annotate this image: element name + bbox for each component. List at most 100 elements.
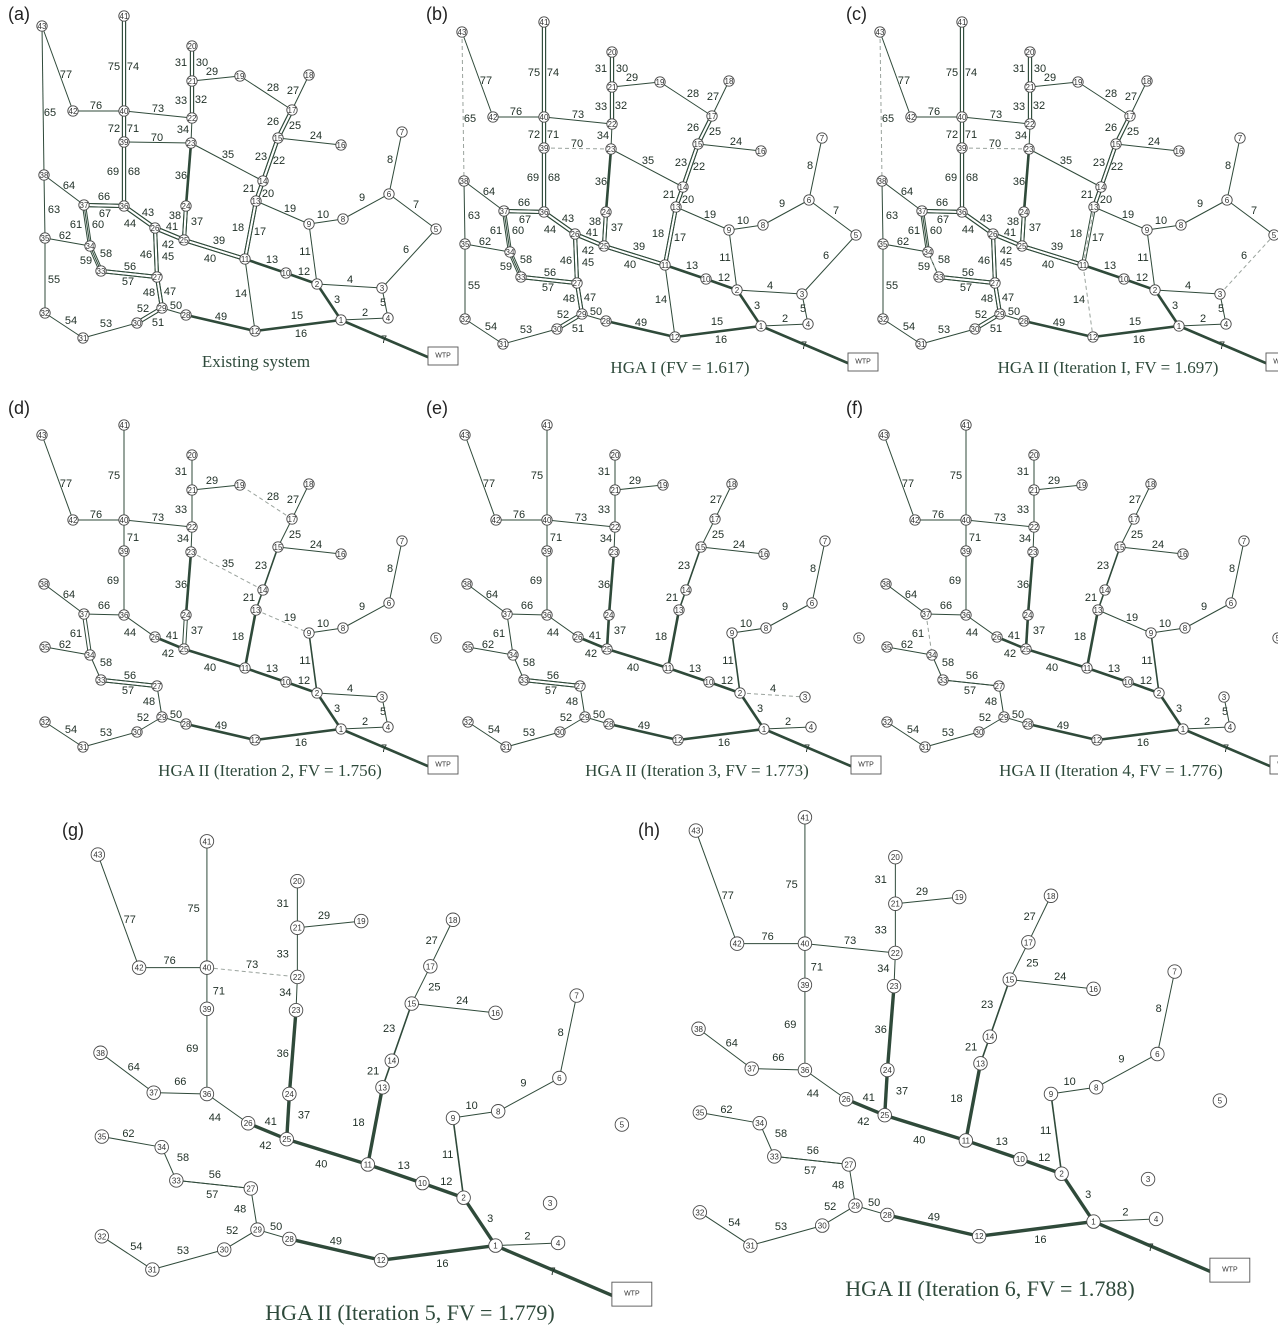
pipe-label: 49 <box>635 317 647 329</box>
node-label: 32 <box>464 718 473 727</box>
node-33 <box>95 674 107 686</box>
panel-c: (c)7253467891011121314151617181920212223… <box>846 4 1278 377</box>
pipe-label: 21 <box>1085 592 1097 604</box>
node-label: 33 <box>97 676 106 685</box>
pipe-label: 64 <box>486 589 498 601</box>
node-36 <box>118 200 130 212</box>
pipe-label: 12 <box>1038 1152 1050 1164</box>
node-label: 33 <box>939 676 948 685</box>
node-label: 28 <box>883 1211 892 1220</box>
node-label: 41 <box>958 18 967 27</box>
pipe-3 <box>738 692 766 730</box>
pipe-label: 8 <box>1156 1003 1162 1015</box>
wtp-box <box>427 346 459 366</box>
node-16 <box>488 1005 503 1021</box>
node-31 <box>77 332 89 344</box>
pipe-label: 44 <box>807 1088 819 1100</box>
node-label: 19 <box>659 481 668 490</box>
pipe-label: 9 <box>779 198 785 210</box>
pipe-23 <box>264 138 280 182</box>
node-label: 9 <box>1149 629 1154 638</box>
panel-letter: (a) <box>8 4 30 24</box>
node-22 <box>606 118 618 130</box>
pipe-36 <box>287 1010 298 1095</box>
node-label: 34 <box>86 242 95 251</box>
pipe-16 <box>674 324 762 339</box>
pipe-label: 3 <box>1085 1189 1091 1201</box>
pipe-36 <box>607 551 616 616</box>
pipe-62 <box>882 243 929 253</box>
pipe-label: 34 <box>279 987 291 999</box>
node-label: 23 <box>607 145 616 154</box>
pipe-label: 42 <box>585 648 597 660</box>
node-10 <box>1118 273 1130 285</box>
pipe-label: 35 <box>222 558 234 570</box>
node-label: 3 <box>380 693 385 702</box>
pipe-label: 24 <box>310 130 322 142</box>
pipe-10 <box>1050 1086 1097 1095</box>
pipe-37 <box>185 615 189 650</box>
pipe-label: 24 <box>730 136 742 148</box>
pipe-13 <box>664 263 707 281</box>
node-5 <box>850 229 862 241</box>
pipe-8 <box>1226 137 1241 201</box>
pipe-label: 58 <box>177 1152 189 1164</box>
node-19 <box>353 913 369 929</box>
node-14 <box>1099 584 1111 596</box>
node-label: 27 <box>576 682 585 691</box>
pipe-label: 35 <box>222 149 234 161</box>
pipe-label: 36 <box>175 579 187 591</box>
pipe-2 <box>763 726 812 730</box>
wtp-box <box>611 1281 653 1307</box>
node-28 <box>180 309 192 321</box>
pipe-label: 58 <box>100 657 112 669</box>
node-1 <box>1086 1214 1101 1229</box>
node-label: 6 <box>1155 1050 1160 1059</box>
node-label: 10 <box>418 1179 427 1188</box>
node-label: 29 <box>158 304 167 313</box>
node-1 <box>1177 723 1189 735</box>
node-31 <box>743 1238 758 1253</box>
node-label: 6 <box>557 1074 562 1083</box>
pipe-label: 41 <box>265 1116 277 1128</box>
pipe-label: 69 <box>107 575 119 587</box>
pipe-label: 5 <box>1222 706 1228 718</box>
pipe-label: 73 <box>152 103 164 115</box>
node-15 <box>404 996 419 1011</box>
node-19 <box>234 479 246 491</box>
pipe-label: 29 <box>1048 475 1060 487</box>
node-label: 29 <box>1000 713 1009 722</box>
node-21 <box>290 920 305 935</box>
node-label: 41 <box>962 421 971 430</box>
pipe-label: 11 <box>1040 1125 1051 1137</box>
pipe-label: 69 <box>186 1043 198 1055</box>
node-label: 26 <box>989 230 998 239</box>
node-label: 39 <box>540 144 549 153</box>
pipe-label: 75 <box>108 61 120 73</box>
pipe-label: 37 <box>191 216 203 228</box>
pipe-label: 35 <box>642 155 654 167</box>
node-22 <box>186 521 198 533</box>
pipe-label: 6 <box>403 244 409 256</box>
pipe-label: 12 <box>721 675 733 687</box>
pipe-label: 5 <box>380 297 386 309</box>
pipe-24 <box>277 137 342 146</box>
node-20 <box>186 40 198 52</box>
pipe-44-twin <box>544 210 577 234</box>
node-label: 7 <box>1242 537 1247 546</box>
node-label: 11 <box>1083 664 1092 673</box>
node-label: 37 <box>747 1065 756 1074</box>
wtp-box <box>847 352 879 372</box>
pipe-label: 66 <box>98 600 110 612</box>
pipe-label: 56 <box>544 267 556 279</box>
pipe-label: 57 <box>960 282 972 294</box>
node-label: 13 <box>1090 203 1099 212</box>
node-28 <box>282 1231 297 1247</box>
pipe-36 <box>1026 551 1035 616</box>
node-34 <box>84 649 96 661</box>
pipe-16 <box>1096 727 1184 742</box>
node-43 <box>688 823 704 838</box>
node-40 <box>538 111 550 123</box>
node-12 <box>249 734 261 746</box>
pipe-label: 20 <box>262 188 274 200</box>
